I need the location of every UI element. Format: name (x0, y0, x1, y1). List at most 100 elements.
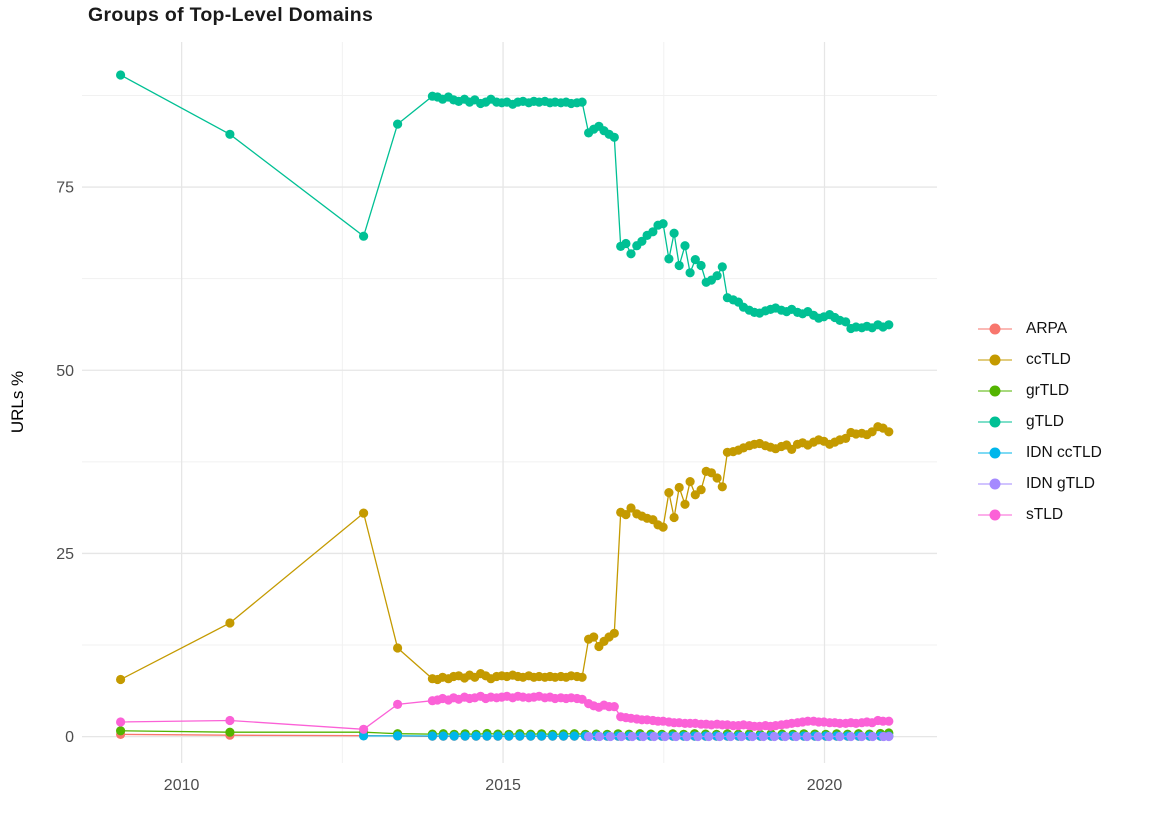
data-point (493, 731, 503, 741)
data-point (393, 643, 403, 653)
data-point (621, 509, 631, 520)
legend-key-dot (989, 354, 1001, 366)
data-point (569, 731, 580, 741)
data-point (690, 255, 700, 265)
legend-item-arpa: ARPA (976, 318, 1102, 340)
data-point (225, 715, 235, 726)
legend-label: gTLD (1026, 413, 1064, 430)
x-tick-label: 2010 (164, 777, 200, 794)
data-point (696, 485, 706, 495)
data-point (609, 628, 619, 638)
data-point (359, 724, 369, 734)
data-point (648, 227, 658, 237)
data-point (841, 317, 851, 327)
data-point (515, 731, 525, 741)
data-point (682, 731, 692, 742)
data-point (737, 731, 747, 742)
data-point (225, 618, 235, 628)
data-point (537, 731, 547, 741)
data-point (717, 482, 727, 492)
data-point (857, 731, 867, 742)
data-point (609, 132, 619, 142)
data-point (427, 731, 437, 741)
data-point (526, 731, 536, 741)
y-tick-label: 50 (56, 363, 74, 380)
data-point (769, 731, 780, 742)
data-point (717, 262, 727, 272)
data-point (589, 632, 599, 642)
data-point (393, 731, 403, 741)
legend-key-icon (978, 447, 1012, 459)
legend-key-icon (978, 509, 1012, 521)
data-point (359, 731, 369, 741)
data-point (884, 731, 894, 742)
legend-label: IDN ccTLD (1026, 444, 1102, 461)
data-point (802, 731, 812, 742)
legend-item-stld: sTLD (976, 504, 1102, 526)
legend-label: sTLD (1026, 506, 1064, 523)
data-point (884, 427, 894, 437)
data-point (616, 731, 627, 742)
data-point (627, 731, 637, 742)
series-line (120, 74, 890, 330)
legend-key-dot (989, 323, 1001, 335)
y-tick-label: 0 (65, 729, 74, 746)
legend-key-icon (978, 416, 1012, 428)
data-point (846, 731, 856, 742)
legend-key-dot (989, 385, 1001, 397)
data-point (359, 508, 369, 518)
series-stld (116, 691, 894, 734)
series-cctld (116, 422, 894, 685)
data-point (824, 731, 834, 742)
legend-label: IDN gTLD (1026, 475, 1095, 492)
x-tick-label: 2015 (485, 777, 521, 794)
legend-label: grTLD (1026, 382, 1070, 399)
series-gtld (116, 70, 894, 334)
data-point (791, 731, 801, 742)
data-point (460, 731, 470, 741)
data-point (696, 260, 706, 271)
data-point (712, 473, 722, 483)
data-point (621, 238, 631, 249)
legend-item-idn-gtld: IDN gTLD (976, 473, 1102, 495)
data-point (637, 236, 647, 246)
data-point (813, 731, 823, 742)
legend-key-dot (989, 509, 1001, 521)
data-point (594, 731, 605, 742)
data-point (884, 320, 894, 330)
data-point (116, 726, 126, 736)
data-point (669, 512, 679, 523)
data-point (685, 268, 695, 278)
data-point (835, 731, 845, 742)
legend-label: ccTLD (1026, 351, 1071, 368)
data-point (680, 241, 690, 251)
data-point (664, 488, 674, 498)
data-point (680, 499, 690, 509)
data-point (674, 260, 684, 271)
data-point (658, 522, 668, 532)
legend-key-dot (989, 478, 1001, 490)
data-point (482, 731, 492, 741)
legend-label: ARPA (1026, 320, 1068, 337)
data-point (558, 731, 569, 741)
legend: ARPA ccTLD grTLD gTLD IDN ccTLD IDN gTLD sTLD (976, 318, 1102, 526)
data-point (504, 731, 514, 741)
data-point (841, 433, 851, 443)
data-point (584, 731, 594, 742)
data-point (609, 702, 619, 712)
data-point (758, 731, 769, 742)
data-point (726, 731, 736, 742)
legend-item-cctld: ccTLD (976, 349, 1102, 371)
x-tick-label: 2020 (807, 777, 843, 794)
legend-key-icon (978, 385, 1012, 397)
data-point (715, 731, 725, 742)
legend-key-icon (978, 478, 1012, 490)
data-point (660, 731, 670, 742)
legend-key-icon (978, 323, 1012, 335)
data-point (605, 731, 616, 742)
data-point (225, 129, 235, 139)
legend-key-icon (978, 354, 1012, 366)
data-point (693, 731, 703, 742)
data-point (626, 503, 636, 513)
